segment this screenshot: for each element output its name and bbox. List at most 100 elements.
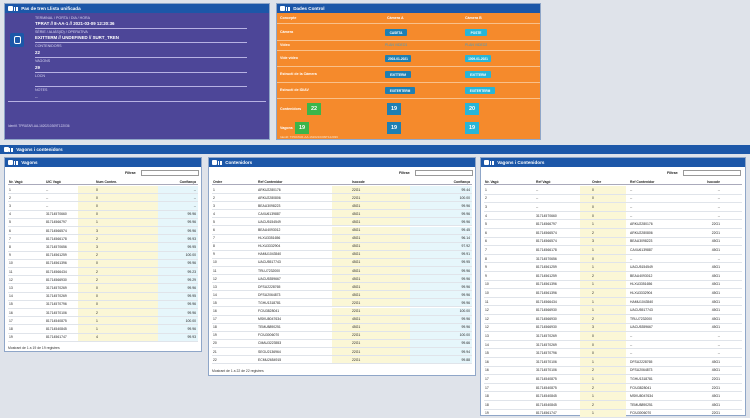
table-row[interactable]: 18 81714540845 1 99.96 (8, 325, 198, 334)
table-row[interactable]: 16 31714570106 2 DFSU2064873 45G1 (484, 366, 742, 376)
table-row[interactable]: 19 81714561747 4 99.93 (8, 333, 198, 342)
table-row[interactable]: 21 SEGU2136964 22G1 99.94 (212, 348, 472, 357)
table-row[interactable]: 6 81714566574 3 99.96 (8, 227, 198, 236)
table-row[interactable]: 7 81714566178 1 CAXU6139887 45G1 (484, 246, 742, 255)
table-row[interactable]: 6 81714566574 2 ARKU2280806 22G1 (484, 229, 742, 238)
column-header[interactable]: Confiança (179, 180, 196, 184)
table-row[interactable]: 14 31714570269 0 -- -- (484, 340, 742, 350)
table-row[interactable]: 3 -- 0 -- -- (484, 203, 742, 212)
table-row[interactable]: 12 UACU5359667 45G1 99.96 (212, 275, 472, 284)
table-row[interactable]: 9 81714561259 2 100.00 (8, 251, 198, 260)
vc-filter-input[interactable] (683, 170, 741, 176)
table-row[interactable]: 6 BEAU4093012 45G1 99.45 (212, 226, 472, 235)
column-header[interactable]: Confiança (453, 180, 470, 184)
video-a-link[interactable]: PLAN VIDEO1 (385, 43, 408, 47)
panel-menu-icon[interactable] (4, 146, 14, 153)
table-row[interactable]: 3 BEAU3098223 45G1 99.96 (212, 202, 472, 211)
panel-menu-icon[interactable] (212, 160, 223, 165)
table-row[interactable]: 14 31714570269 0 99.95 (8, 292, 198, 301)
column-header[interactable]: Ref Vagó (536, 180, 551, 184)
panel-menu-icon[interactable] (280, 6, 291, 11)
table-row[interactable]: 15 TGHU1318781 22G1 99.96 (212, 299, 472, 308)
table-row[interactable]: 4 31714570660 0 -- -- (484, 211, 742, 221)
table-header[interactable]: Nr. Vagó Ref Vagó Ordre Ref Contenidor Isoco… (484, 179, 742, 185)
table-row[interactable]: 3 -- 0 -- (8, 202, 198, 211)
table-row[interactable]: 18 TEMU8890251 45G1 99.96 (212, 323, 472, 332)
table-row[interactable]: 10 UACU5517743 45G1 99.95 (212, 258, 472, 267)
estructi-id-b-button[interactable]: EXITERTERM (465, 87, 495, 94)
table-row[interactable]: 2 -- 0 -- (8, 194, 198, 203)
table-row[interactable]: 1 -- 0 -- -- (484, 186, 742, 195)
table-row[interactable]: 17 81714540875 2 FCIU3828041 22G1 (484, 383, 742, 393)
column-header[interactable]: UIC Vagó (46, 180, 61, 184)
vide-video-b-button[interactable]: 1009-01-2021 (465, 55, 491, 62)
table-row[interactable]: 20 CMAU3223553 22G1 99.66 (212, 339, 472, 348)
table-row[interactable]: 12 81714566930 2 TRLU7232000 45G1 (484, 315, 742, 324)
table-row[interactable]: 14 DFSU2064873 45G1 99.96 (212, 291, 472, 300)
table-row[interactable]: 7 81714566178 2 99.93 (8, 235, 198, 244)
table-row[interactable]: 7 HLXU3351656 45G1 96.14 (212, 234, 472, 243)
column-header[interactable]: Ordre (592, 180, 602, 184)
table-row[interactable]: 9 81714561259 2 BEAU4093012 45G1 (484, 272, 742, 281)
vagons-filter-input[interactable] (141, 170, 199, 176)
table-row[interactable]: 17 81714540875 1 100.00 (8, 317, 198, 326)
table-row[interactable]: 10 81714561396 1 HLXU3351656 45G1 (484, 280, 742, 290)
camera-b-button[interactable]: POSTE (465, 29, 487, 36)
table-row[interactable]: 5 UACU5154549 45G1 99.96 (212, 218, 472, 227)
table-row[interactable]: 5 81714566797 1 ARKU2280176 22G1 (484, 220, 742, 229)
table-row[interactable]: 19 81714561747 1 FCIU3006070 22G1 (484, 409, 742, 418)
video-b-link[interactable]: PLAN VIDEO2 (465, 43, 488, 47)
panel-menu-icon[interactable] (8, 6, 19, 11)
column-header[interactable]: Nr. Vagó (485, 180, 499, 184)
panel-menu-icon[interactable] (484, 160, 495, 165)
table-row[interactable]: 15 31714570796 0 99.96 (8, 300, 198, 309)
table-header[interactable]: Nr. Vagó UIC Vagó Num Conten. Confiança (8, 179, 198, 185)
table-row[interactable]: 12 81714566930 1 UACU5517743 45G1 (484, 306, 742, 315)
table-row[interactable]: 8 31714570656 3 99.95 (8, 243, 198, 252)
column-header[interactable]: Nr. Vagó (9, 180, 23, 184)
table-row[interactable]: 2 -- 0 -- -- (484, 194, 742, 204)
table-row[interactable]: 11 TRLU7232000 45G1 99.96 (212, 267, 472, 276)
table-row[interactable]: 18 81714540845 2 TEMU8890251 45G1 (484, 401, 742, 410)
column-header[interactable]: Ref Contenidor (258, 180, 283, 184)
table-row[interactable]: 1 -- 0 -- (8, 186, 198, 195)
estructi-id-a-button[interactable]: EXITERTERM (385, 87, 415, 94)
table-row[interactable]: 13 DFSU2228765 45G1 99.96 (212, 283, 472, 292)
column-header[interactable]: Ordre (213, 180, 223, 184)
panel-menu-icon[interactable] (8, 160, 19, 165)
table-row[interactable]: 8 31714570656 0 -- -- (484, 254, 742, 264)
column-header[interactable]: Isocode (352, 180, 365, 184)
table-row[interactable]: 16 31714570106 2 99.96 (8, 309, 198, 318)
table-row[interactable]: 4 31714570660 0 99.96 (8, 210, 198, 219)
table-row[interactable]: 8 HLXU3332904 45G1 97.92 (212, 242, 472, 251)
column-header[interactable]: Isocode (707, 180, 720, 184)
table-row[interactable]: 4 CAXU6139887 45G1 99.96 (212, 210, 472, 219)
table-row[interactable]: 2 ARKU2280806 22G1 100.00 (212, 194, 472, 203)
table-row[interactable]: 16 31714570106 1 DFSU2228765 45G1 (484, 358, 742, 367)
table-row[interactable]: 1 ARKU2280176 22G1 99.44 (212, 186, 472, 195)
camera-a-button[interactable]: CASETA (385, 29, 407, 36)
table-row[interactable]: 6 81714566574 3 BEAU3098223 45G1 (484, 237, 742, 247)
column-header[interactable]: Ref Contenidor (630, 180, 655, 184)
table-row[interactable]: 10 81714561396 2 HLXU3332904 45G1 (484, 289, 742, 298)
vide-video-a-button[interactable]: 2003-01-2021 (385, 55, 411, 62)
table-row[interactable]: 13 31714570269 0 99.96 (8, 284, 198, 293)
table-row[interactable]: 19 FCIU3006070 22G1 100.00 (212, 331, 472, 340)
table-row[interactable]: 22 ECMU2654915 22G1 99.88 (212, 356, 472, 365)
estructi-a-button[interactable]: EXITTERM (385, 71, 411, 78)
column-header[interactable]: Num Conten. (96, 180, 118, 184)
table-header[interactable]: Ordre Ref Contenidor Isocode Confiança (212, 179, 472, 185)
table-row[interactable]: 11 81714566434 1 HAMU1043540 45G1 (484, 297, 742, 307)
table-row[interactable]: 5 81714566797 1 99.96 (8, 218, 198, 227)
estructi-b-button[interactable]: EXITTERM (465, 71, 491, 78)
table-row[interactable]: 9 81714561259 1 UACU5154549 45G1 (484, 263, 742, 272)
contenidors-filter-input[interactable] (415, 170, 473, 176)
table-row[interactable]: 10 81714561396 0 99.96 (8, 259, 198, 268)
table-row[interactable]: 11 81714566434 2 99.23 (8, 268, 198, 277)
table-row[interactable]: 15 31714570796 0 -- -- (484, 349, 742, 358)
table-row[interactable]: 16 FCIU3828041 22G1 100.00 (212, 307, 472, 316)
table-row[interactable]: 17 81714540875 1 TGHU1318781 22G1 (484, 375, 742, 384)
table-row[interactable]: 18 81714540845 1 MSKU8047634 45G1 (484, 392, 742, 401)
table-row[interactable]: 9 HAMU1043540 45G1 99.91 (212, 250, 472, 259)
table-row[interactable]: 12 81714566930 2 99.29 (8, 276, 198, 285)
